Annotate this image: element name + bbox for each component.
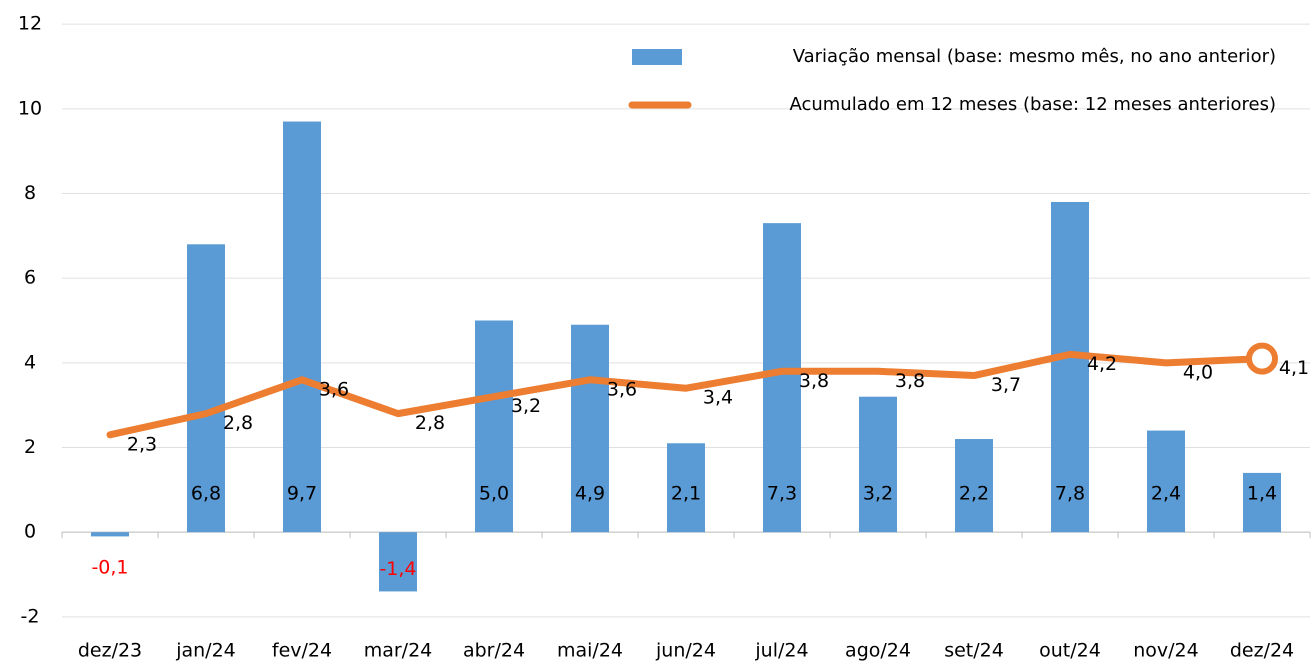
line-marker [1246, 342, 1278, 375]
line-value-label: 3,4 [703, 387, 733, 409]
y-tick-label: 4 [24, 351, 36, 373]
line-value-label: 3,7 [991, 374, 1021, 396]
bar-value-label: 7,3 [767, 483, 797, 505]
line-value-label: 4,1 [1279, 357, 1309, 379]
x-tick-label: dez/23 [78, 640, 142, 662]
y-tick-label: 10 [18, 97, 42, 119]
bar [475, 320, 513, 533]
bar-value-label: 3,2 [863, 483, 893, 505]
line-value-label: 4,2 [1087, 353, 1117, 375]
bar-value-label: 9,7 [287, 483, 317, 505]
bar [379, 532, 417, 592]
y-tick-label: 0 [24, 521, 36, 543]
bar-value-label: 5,0 [479, 483, 509, 505]
bar [1051, 201, 1089, 533]
bar [955, 439, 993, 533]
bar-value-label: 7,8 [1055, 483, 1085, 505]
bar [1147, 430, 1185, 533]
bar-value-label: 2,2 [959, 483, 989, 505]
x-tick-label: mai/24 [557, 640, 623, 662]
bar-value-label: 6,8 [191, 483, 221, 505]
line-value-label: 3,6 [319, 378, 349, 400]
y-tick-label: 12 [18, 13, 42, 35]
x-tick-label: jan/24 [175, 640, 236, 662]
bar [1243, 472, 1281, 533]
line-value-label: 2,8 [223, 412, 253, 434]
line-value-label: 4,0 [1183, 361, 1213, 383]
x-tick-label: jun/24 [655, 640, 716, 662]
bar-value-label: 1,4 [1247, 483, 1277, 505]
x-tick-label: abr/24 [463, 640, 525, 662]
x-tick-label: dez/24 [1230, 640, 1294, 662]
legend-label: Variação mensal (base: mesmo mês, no ano… [793, 46, 1276, 67]
bar-value-label: -1,4 [379, 558, 416, 580]
y-tick-label: 2 [24, 436, 36, 458]
x-tick-label: out/24 [1039, 640, 1101, 662]
bar [91, 532, 129, 537]
bar [571, 324, 609, 533]
x-tick-label: ago/24 [845, 640, 911, 662]
bar [283, 121, 321, 533]
line-value-label: 3,8 [799, 370, 829, 392]
y-tick-label: 6 [24, 267, 36, 289]
bar-value-label: 2,4 [1151, 483, 1181, 505]
y-tick-label: 8 [24, 182, 36, 204]
x-tick-label: mar/24 [364, 640, 433, 662]
bar-value-label: -0,1 [91, 557, 128, 579]
bar [667, 443, 705, 533]
legend-swatch [632, 49, 682, 65]
y-tick-label: -2 [21, 605, 40, 627]
line-value-label: 2,3 [127, 433, 157, 455]
line-value-label: 3,6 [607, 378, 637, 400]
legend-label: Acumulado em 12 meses (base: 12 meses an… [789, 94, 1276, 115]
x-tick-label: fev/24 [272, 640, 332, 662]
x-tick-label: nov/24 [1133, 640, 1199, 662]
bar [187, 244, 225, 533]
bar-value-label: 4,9 [575, 483, 605, 505]
line [106, 350, 1266, 439]
bar [859, 396, 897, 533]
x-tick-label: set/24 [944, 640, 1004, 662]
bar-value-label: 2,1 [671, 483, 701, 505]
line-value-label: 3,2 [511, 395, 541, 417]
line-value-label: 2,8 [415, 412, 445, 434]
bar [763, 223, 801, 533]
line-value-label: 3,8 [895, 370, 925, 392]
x-tick-label: jul/24 [754, 640, 808, 662]
